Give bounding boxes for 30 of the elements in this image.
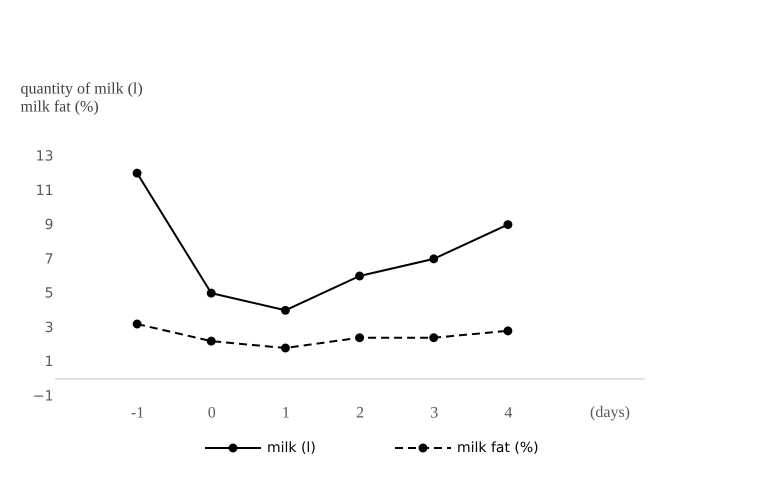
x-tick-label: 3 bbox=[430, 404, 438, 422]
y-tick-label: 1 bbox=[44, 354, 54, 370]
x-tick-label: 0 bbox=[208, 404, 216, 422]
point bbox=[132, 168, 142, 178]
y-tick-label: −1 bbox=[32, 388, 54, 404]
point bbox=[206, 288, 216, 298]
point bbox=[429, 254, 438, 264]
y-tick-label: 7 bbox=[44, 251, 54, 268]
point bbox=[355, 272, 364, 280]
y-tick-label: 5 bbox=[44, 286, 54, 302]
y-axis-title: quantity of milk (l) milk fat (%) bbox=[20, 80, 143, 116]
y-tick-label: 11 bbox=[36, 182, 54, 199]
x-tick-label: 2 bbox=[356, 404, 364, 422]
x-axis-title: (days) bbox=[590, 404, 630, 421]
x-tick-label: 1 bbox=[282, 404, 290, 422]
point bbox=[132, 320, 142, 328]
x-tick-label: -1 bbox=[130, 404, 144, 422]
y-tick-label: 9 bbox=[44, 217, 54, 234]
point bbox=[355, 333, 364, 342]
legend-label: milk fat (%) bbox=[457, 440, 539, 456]
y-tick-label: 3 bbox=[44, 320, 54, 336]
point bbox=[206, 336, 216, 346]
point bbox=[280, 306, 290, 315]
point bbox=[503, 220, 512, 230]
y-tick-label: 13 bbox=[36, 148, 54, 164]
x-tick-label: 4 bbox=[504, 404, 512, 422]
point bbox=[429, 333, 438, 342]
point bbox=[280, 344, 290, 352]
point bbox=[503, 326, 512, 336]
legend-label: milk (l) bbox=[267, 440, 316, 456]
